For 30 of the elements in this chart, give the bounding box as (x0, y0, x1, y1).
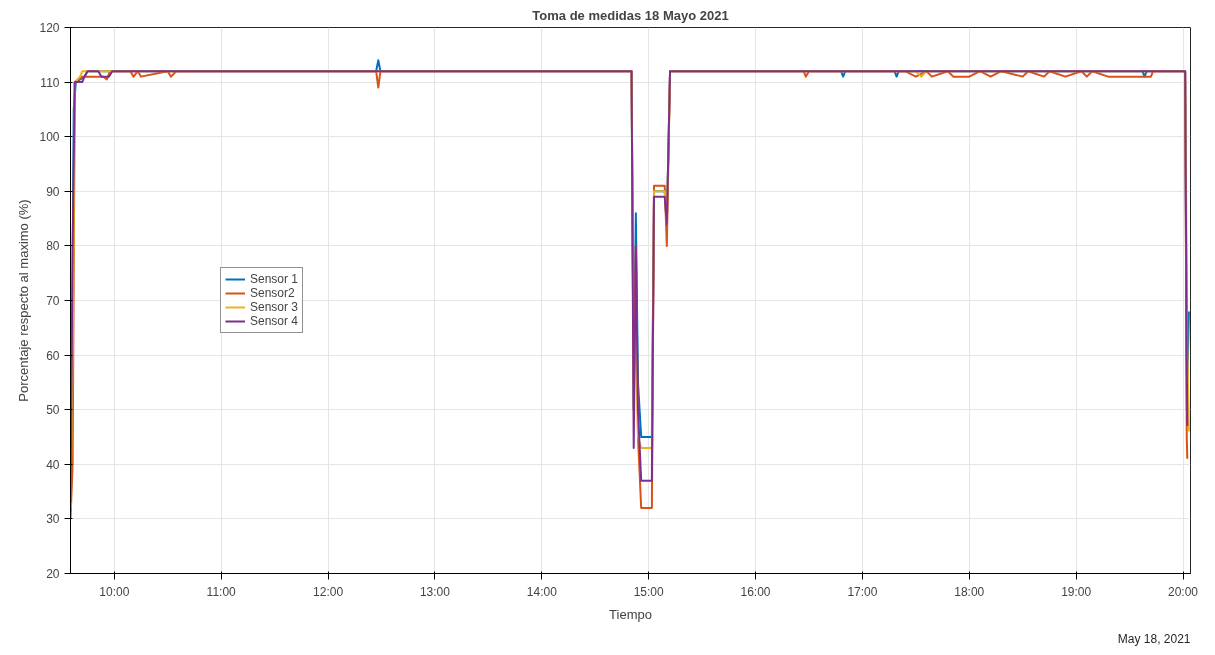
x-tick-label: 19:00 (1061, 584, 1092, 599)
legend-label: Sensor 4 (250, 314, 299, 328)
x-tick-label: 17:00 (847, 584, 878, 599)
y-tick-label: 20 (46, 567, 60, 581)
y-tick-label: 30 (46, 512, 60, 527)
legend-label: Sensor2 (250, 286, 295, 300)
x-tick-label: 12:00 (313, 584, 344, 599)
x-tick-label: 14:00 (526, 584, 558, 599)
x-tick-label: 16:00 (740, 584, 771, 599)
y-tick-label: 110 (40, 75, 60, 90)
y-tick-label: 80 (46, 239, 60, 254)
x-tick-label: 18:00 (954, 584, 985, 599)
x-tick-label: 10:00 (99, 584, 130, 599)
y-tick-label: 100 (39, 130, 60, 145)
y-tick-label: 60 (46, 348, 60, 363)
legend-label: Sensor 1 (250, 272, 299, 286)
x-tick-label: 20:00 (1168, 584, 1199, 599)
legend-label: Sensor 3 (250, 300, 299, 314)
x-tick-label: 13:00 (419, 584, 451, 599)
y-axis-title: Porcentaje respecto al maximo (%) (16, 199, 32, 402)
chart-title: Toma de medidas 18 Mayo 2021 (532, 7, 729, 23)
y-tick-label: 40 (46, 457, 60, 472)
x-tick-label: 15:00 (633, 584, 665, 599)
x-tick-label: 11:00 (206, 584, 237, 599)
y-tick-label: 90 (46, 184, 60, 199)
text: May 18, 2021 (1117, 631, 1191, 646)
y-tick-label: 50 (46, 403, 60, 418)
y-tick-label: 70 (46, 294, 60, 308)
y-tick-label: 120 (39, 21, 60, 35)
x-axis-title: Tiempo (609, 606, 652, 622)
